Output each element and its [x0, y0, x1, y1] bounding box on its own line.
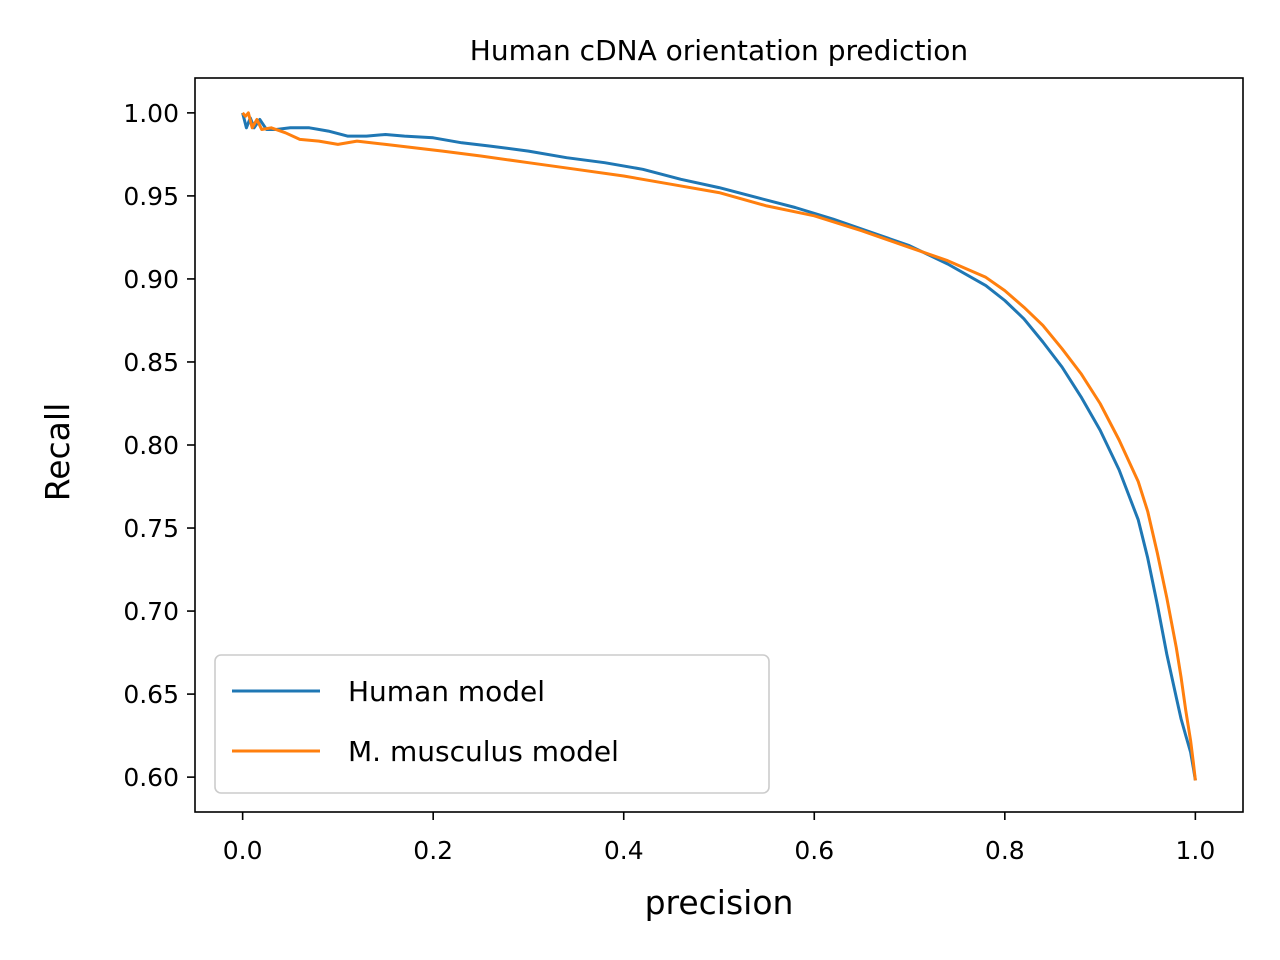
plot-lines [241, 111, 1197, 781]
y-tick-label: 0.65 [123, 680, 179, 709]
legend: Human model M. musculus model [214, 654, 770, 794]
y-tick-label: 0.70 [123, 597, 179, 626]
y-tick-label: 0.80 [123, 431, 179, 460]
y-tick-label: 0.85 [123, 348, 179, 377]
y-tick-label: 0.90 [123, 265, 179, 294]
y-axis-label: Recall [38, 403, 77, 501]
x-tick-label: 1.0 [1175, 836, 1215, 865]
x-tick-label: 0.8 [985, 836, 1025, 865]
y-tick-label: 1.00 [123, 99, 179, 128]
series-line-0 [241, 112, 1197, 781]
y-tick-label: 0.95 [123, 182, 179, 211]
y-axis: 0.60 0.65 0.70 0.75 0.80 0.85 0.90 0.95 1.00 [123, 99, 195, 792]
x-tick-label: 0.0 [223, 836, 263, 865]
chart-title: Human cDNA orientation prediction [470, 34, 968, 67]
x-axis: 0.0 0.2 0.4 0.6 0.8 1.0 [223, 812, 1215, 865]
legend-label: M. musculus model [348, 735, 619, 768]
y-tick-label: 0.60 [123, 763, 179, 792]
series-line-1 [241, 111, 1197, 781]
x-tick-label: 0.4 [604, 836, 644, 865]
x-tick-label: 0.6 [794, 836, 834, 865]
legend-box [214, 654, 770, 794]
legend-label: Human model [348, 675, 545, 708]
x-tick-label: 0.2 [413, 836, 453, 865]
x-axis-label: precision [645, 883, 794, 922]
y-tick-label: 0.75 [123, 514, 179, 543]
